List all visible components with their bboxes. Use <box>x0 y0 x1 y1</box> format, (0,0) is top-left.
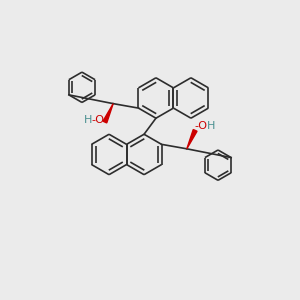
Polygon shape <box>103 103 113 123</box>
Text: H: H <box>84 115 93 125</box>
Polygon shape <box>187 130 197 149</box>
Text: H: H <box>206 121 215 131</box>
Text: -O: -O <box>92 115 105 125</box>
Text: -O: -O <box>194 121 207 131</box>
